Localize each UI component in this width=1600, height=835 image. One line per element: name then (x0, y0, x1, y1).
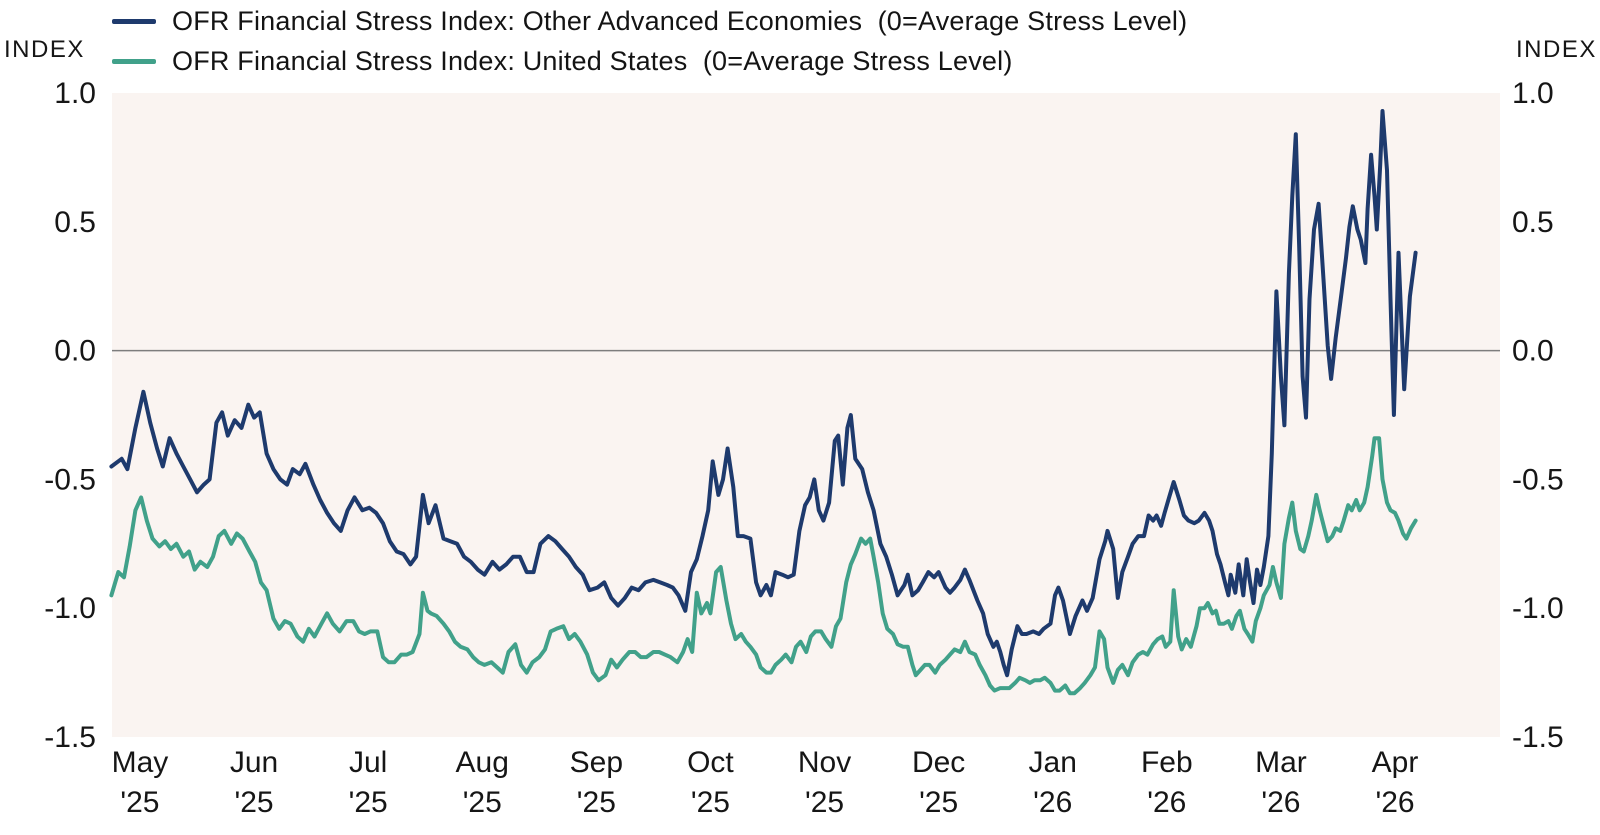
x-tick-year-label: '25 (349, 786, 388, 819)
x-tick-year-label: '25 (691, 786, 730, 819)
x-tick-month-label: Oct (687, 746, 734, 779)
legend-item-united-states: OFR Financial Stress Index: United State… (112, 42, 1187, 80)
series-line-other-advanced-economies (109, 109, 1418, 678)
y-tick-label-right: 0.0 (1512, 335, 1554, 368)
y-tick-label-left: 1.0 (54, 77, 96, 110)
y-tick-label-right: -1.0 (1512, 592, 1564, 625)
plot-area (112, 93, 1500, 737)
x-tick-month-label: Aug (456, 746, 509, 779)
y-axis-title-left: INDEX (4, 36, 85, 63)
legend-label-oae: OFR Financial Stress Index: Other Advanc… (172, 5, 1188, 36)
x-tick-month-label: May (112, 746, 169, 779)
x-tick-year-label: '26 (1147, 786, 1186, 819)
x-tick-year-label: '26 (1261, 786, 1300, 819)
x-tick-year-label: '25 (577, 786, 616, 819)
x-tick-month-label: Apr (1372, 746, 1419, 779)
x-tick-month-label: Feb (1141, 746, 1193, 779)
x-tick-year-label: '25 (120, 786, 159, 819)
x-tick-year-label: '25 (919, 786, 958, 819)
legend-line-swatch-us (112, 58, 156, 64)
x-tick-year-label: '26 (1375, 786, 1414, 819)
x-tick-month-label: Mar (1255, 746, 1307, 779)
x-tick-month-label: Dec (912, 746, 965, 779)
y-tick-label-left: -0.5 (44, 463, 96, 496)
legend-item-other-advanced-economies: OFR Financial Stress Index: Other Advanc… (112, 2, 1187, 40)
y-tick-label-left: 0.0 (54, 335, 96, 368)
x-tick-month-label: Jun (230, 746, 278, 779)
x-tick-month-label: Jan (1029, 746, 1077, 779)
x-tick-month-label: Nov (798, 746, 851, 779)
x-tick-month-label: Jul (349, 746, 387, 779)
legend-label-us: OFR Financial Stress Index: United State… (172, 45, 1013, 76)
legend-line-swatch-oae (112, 18, 156, 24)
x-tick-year-label: '25 (234, 786, 273, 819)
y-axis-title-right: INDEX (1516, 36, 1597, 63)
y-tick-label-right: 0.5 (1512, 206, 1554, 239)
x-tick-year-label: '25 (463, 786, 502, 819)
y-tick-label-left: -1.5 (44, 721, 96, 754)
y-tick-label-right: -0.5 (1512, 463, 1564, 496)
x-tick-year-label: '25 (805, 786, 844, 819)
x-tick-year-label: '26 (1033, 786, 1072, 819)
chart-legend: OFR Financial Stress Index: Other Advanc… (112, 2, 1187, 80)
y-tick-label-left: -1.0 (44, 592, 96, 625)
y-tick-label-right: -1.5 (1512, 721, 1564, 754)
series-line-united-states (109, 436, 1418, 696)
y-tick-label-right: 1.0 (1512, 77, 1554, 110)
y-tick-label-left: 0.5 (54, 206, 96, 239)
x-tick-month-label: Sep (570, 746, 623, 779)
